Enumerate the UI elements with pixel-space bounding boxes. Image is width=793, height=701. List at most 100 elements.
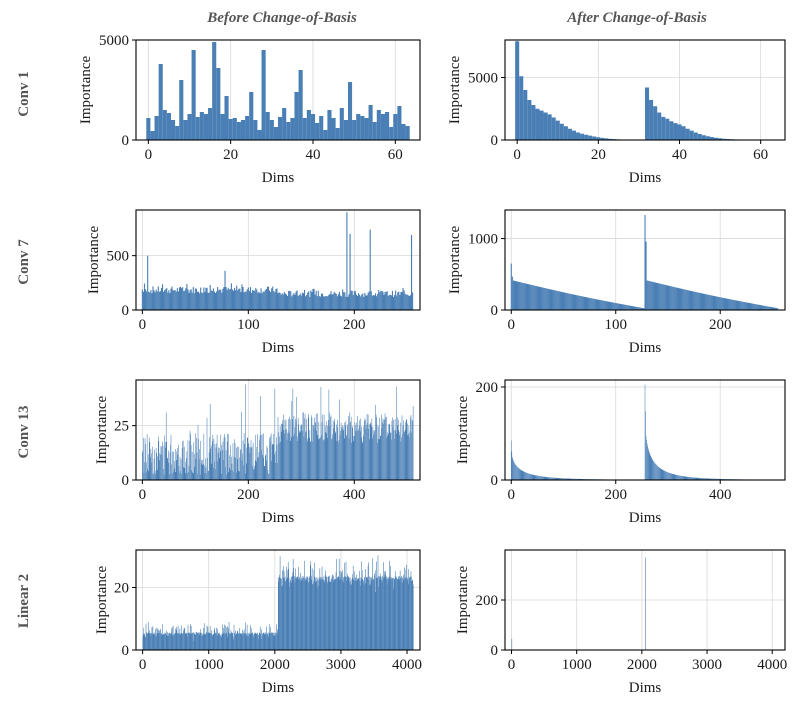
bar — [204, 634, 206, 650]
bar — [162, 634, 164, 650]
bar — [308, 582, 309, 650]
bar — [280, 431, 282, 480]
bar — [171, 628, 173, 650]
bar — [363, 426, 365, 480]
bar — [673, 123, 678, 140]
bar — [370, 291, 372, 310]
bar — [555, 477, 557, 480]
bar — [387, 578, 389, 650]
y-axis-label: Importance — [455, 396, 471, 465]
bar — [172, 625, 174, 650]
bar — [161, 454, 163, 480]
bar — [530, 474, 532, 480]
bar — [759, 304, 761, 310]
bar — [328, 576, 329, 650]
bar — [257, 130, 262, 140]
bar — [185, 633, 187, 650]
row-title-linear2: Linear 2 — [16, 574, 32, 628]
bar — [520, 470, 522, 480]
bar — [299, 432, 301, 480]
bar — [380, 436, 382, 480]
bar — [237, 446, 239, 480]
bar — [360, 418, 361, 480]
bar — [672, 286, 674, 310]
bar — [316, 587, 318, 650]
bar — [316, 581, 317, 650]
bar — [412, 292, 414, 310]
bar — [595, 299, 597, 310]
bar — [512, 456, 513, 480]
bar — [288, 433, 290, 480]
bar — [155, 289, 157, 310]
bar — [702, 478, 704, 480]
bar — [249, 625, 251, 650]
bar — [168, 633, 170, 650]
bar — [662, 469, 664, 480]
bar — [300, 580, 302, 650]
bar — [566, 293, 568, 310]
bar — [154, 116, 159, 140]
bar — [179, 456, 181, 480]
bar — [290, 291, 292, 310]
bar — [266, 286, 268, 310]
bar — [711, 295, 713, 310]
bar — [360, 296, 362, 310]
bar — [223, 437, 225, 480]
bar — [228, 472, 230, 480]
bar — [651, 458, 653, 480]
bar — [248, 442, 249, 480]
bar — [683, 289, 685, 310]
bar — [168, 462, 170, 480]
bar — [219, 633, 220, 650]
x-tick-label: 0 — [508, 487, 516, 503]
bar — [309, 430, 311, 480]
bar — [713, 137, 719, 140]
bar — [248, 634, 249, 650]
bar — [692, 477, 694, 480]
bar — [331, 118, 336, 140]
bar — [652, 460, 654, 480]
bar — [319, 578, 320, 650]
bar — [684, 476, 686, 480]
bar — [170, 634, 172, 650]
bar — [524, 471, 525, 480]
bar — [399, 579, 400, 650]
bar — [153, 472, 154, 480]
bar — [590, 298, 592, 310]
bar — [234, 632, 236, 650]
bar — [378, 290, 380, 310]
bar — [161, 634, 163, 650]
bar — [698, 477, 699, 480]
bar — [682, 476, 684, 480]
bar — [292, 294, 294, 310]
bar — [684, 476, 685, 480]
bar — [583, 296, 585, 310]
bar — [377, 577, 378, 650]
row-title-conv7: Conv 7 — [16, 239, 32, 285]
bar — [694, 477, 696, 480]
bar — [283, 292, 285, 310]
bar — [219, 634, 221, 650]
bar — [725, 298, 728, 310]
bar — [701, 293, 704, 310]
bar — [298, 294, 300, 310]
bar — [264, 633, 266, 650]
bar — [167, 636, 169, 650]
bar — [321, 566, 323, 650]
bar — [398, 419, 399, 480]
bar — [353, 580, 355, 650]
bar — [181, 448, 183, 480]
bar — [212, 441, 213, 480]
bar — [329, 293, 331, 310]
bar — [657, 112, 662, 140]
bar — [192, 473, 194, 480]
bar — [239, 288, 241, 310]
bar — [354, 436, 355, 480]
x-tick-label: 0 — [139, 317, 147, 333]
bar — [682, 288, 684, 310]
bar — [654, 462, 655, 480]
bar — [169, 632, 170, 650]
bar — [183, 120, 188, 140]
bar — [195, 117, 200, 140]
bar — [225, 450, 227, 480]
